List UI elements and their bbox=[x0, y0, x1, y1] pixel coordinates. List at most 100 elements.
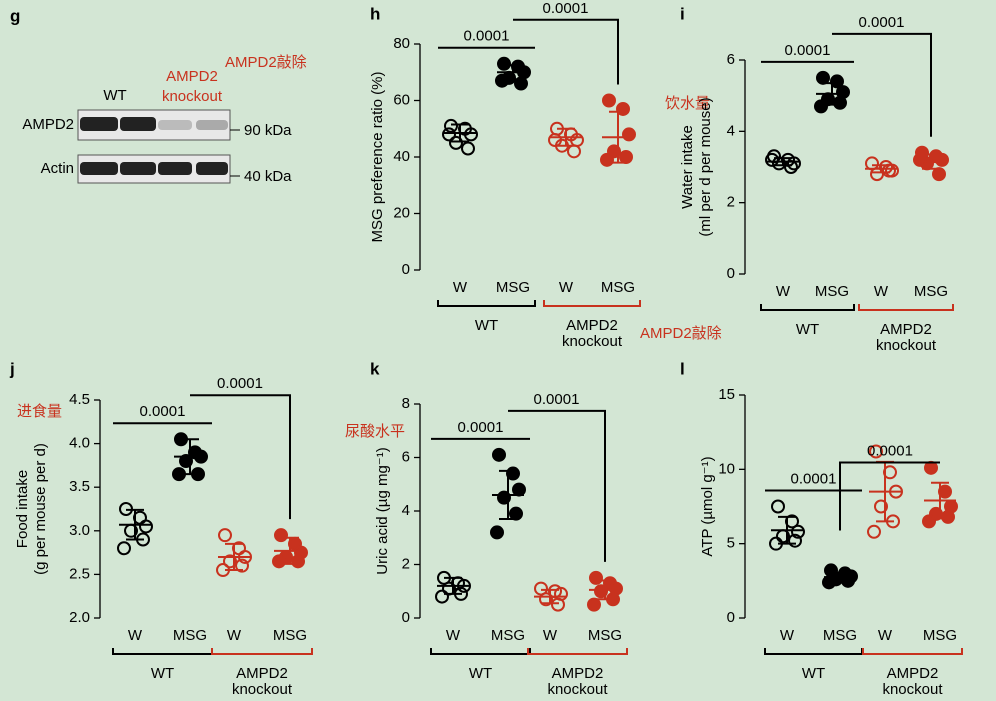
y-tick-label: 2 bbox=[402, 555, 410, 572]
data-point bbox=[619, 150, 633, 164]
x-tick-label: W bbox=[874, 283, 889, 300]
x-tick-label: MSG bbox=[914, 283, 948, 300]
y-tick-label: 20 bbox=[393, 204, 410, 221]
significance-bracket bbox=[190, 394, 291, 520]
group-label: AMPD2 bbox=[880, 321, 932, 338]
data-point bbox=[464, 127, 478, 142]
band bbox=[158, 120, 192, 130]
data-point bbox=[512, 482, 526, 497]
column-label: knockout bbox=[162, 88, 223, 105]
p-value: 0.0001 bbox=[785, 42, 831, 59]
annotation: 饮水量 bbox=[665, 95, 710, 112]
group-label: WT bbox=[802, 665, 825, 682]
panel-letter: i bbox=[680, 4, 685, 23]
group-label: WT bbox=[796, 321, 819, 338]
data-point bbox=[913, 152, 927, 167]
y-tick-label: 15 bbox=[718, 386, 735, 403]
y-tick-label: 80 bbox=[393, 35, 410, 52]
data-point bbox=[771, 499, 785, 514]
data-point bbox=[117, 541, 131, 556]
y-axis-label: (ml per d per mouse) bbox=[697, 97, 714, 236]
group-bracket bbox=[211, 648, 313, 655]
panel-letter: g bbox=[10, 6, 20, 25]
group-bracket bbox=[760, 304, 855, 311]
data-point bbox=[548, 133, 562, 148]
significance-bracket bbox=[839, 461, 940, 531]
data-point bbox=[461, 141, 475, 156]
data-point bbox=[830, 74, 844, 89]
data-point bbox=[932, 167, 946, 182]
x-tick-label: MSG bbox=[588, 627, 622, 644]
data-point bbox=[291, 554, 305, 569]
band bbox=[196, 162, 228, 175]
data-point bbox=[223, 554, 237, 569]
y-axis-label: ATP (µmol g⁻¹) bbox=[699, 456, 716, 556]
band bbox=[120, 162, 156, 175]
data-point bbox=[514, 76, 528, 91]
y-tick-label: 0 bbox=[727, 609, 735, 626]
group-label: AMPD2 bbox=[236, 665, 288, 682]
group-bracket bbox=[430, 648, 531, 655]
data-point bbox=[622, 127, 636, 142]
annotation: AMPD2敲除 bbox=[640, 325, 722, 342]
band bbox=[80, 162, 118, 175]
y-tick-label: 2.5 bbox=[69, 565, 90, 582]
data-point bbox=[791, 524, 805, 539]
x-tick-label: MSG bbox=[815, 283, 849, 300]
y-tick-label: 4 bbox=[402, 502, 410, 519]
x-tick-label: MSG bbox=[823, 627, 857, 644]
x-tick-label: W bbox=[776, 283, 791, 300]
group-label: knockout bbox=[547, 681, 608, 698]
x-tick-label: W bbox=[446, 627, 461, 644]
group-label: knockout bbox=[562, 333, 623, 350]
annotation: 尿酸水平 bbox=[345, 423, 405, 440]
annotation: AMPD2敲除 bbox=[225, 54, 307, 71]
y-tick-label: 2 bbox=[727, 194, 735, 211]
significance-bracket bbox=[513, 18, 619, 85]
y-axis-label: MSG preference ratio (%) bbox=[369, 72, 386, 243]
significance-bracket bbox=[508, 409, 606, 562]
column-label: AMPD2 bbox=[166, 68, 218, 85]
group-label: WT bbox=[475, 317, 498, 334]
band bbox=[120, 117, 156, 131]
x-tick-label: W bbox=[780, 627, 795, 644]
data-point bbox=[444, 118, 458, 133]
y-tick-label: 8 bbox=[402, 395, 410, 412]
data-point bbox=[869, 444, 883, 459]
panel-letter: k bbox=[370, 359, 380, 378]
x-tick-label: W bbox=[878, 627, 893, 644]
x-tick-label: MSG bbox=[923, 627, 957, 644]
x-tick-label: W bbox=[227, 627, 242, 644]
group-label: knockout bbox=[876, 337, 937, 354]
y-tick-label: 0 bbox=[727, 265, 735, 282]
data-point bbox=[874, 499, 888, 514]
x-tick-label: MSG bbox=[491, 627, 525, 644]
column-label: WT bbox=[103, 87, 126, 104]
p-value: 0.0001 bbox=[859, 14, 905, 31]
band bbox=[80, 117, 118, 131]
data-point bbox=[492, 447, 506, 462]
data-point bbox=[788, 533, 802, 548]
size-label: 40 kDa bbox=[244, 168, 292, 185]
y-tick-label: 0 bbox=[402, 609, 410, 626]
x-tick-label: MSG bbox=[273, 627, 307, 644]
chart: i 饮水量 0 2 4 6 Water intake (ml per d per mouse)… bbox=[665, 4, 954, 354]
x-tick-label: MSG bbox=[496, 279, 530, 296]
chart: k 尿酸水平 0 2 4 6 8 Uric acid (µg mg⁻¹) W MSG W MSG WT A… bbox=[345, 359, 628, 698]
band bbox=[158, 162, 192, 175]
chart: l 0 5 10 15 ATP (µmol g⁻¹) W MSG W MSG WT AMPD2knoc… bbox=[680, 359, 963, 698]
annotation: 进食量 bbox=[17, 403, 62, 420]
group-label: knockout bbox=[882, 681, 943, 698]
p-value: 0.0001 bbox=[867, 442, 913, 459]
y-tick-label: 4.5 bbox=[69, 391, 90, 408]
data-point bbox=[833, 95, 847, 110]
y-tick-label: 4 bbox=[727, 122, 735, 139]
blot-panel: g AMPD2敲除 WT AMPD2 knockout AMPD2 Actin … bbox=[10, 6, 307, 184]
group-label: knockout bbox=[232, 681, 293, 698]
significance-bracket bbox=[832, 32, 932, 137]
y-tick-label: 10 bbox=[718, 460, 735, 477]
data-point bbox=[587, 597, 601, 612]
group-label: AMPD2 bbox=[887, 665, 939, 682]
